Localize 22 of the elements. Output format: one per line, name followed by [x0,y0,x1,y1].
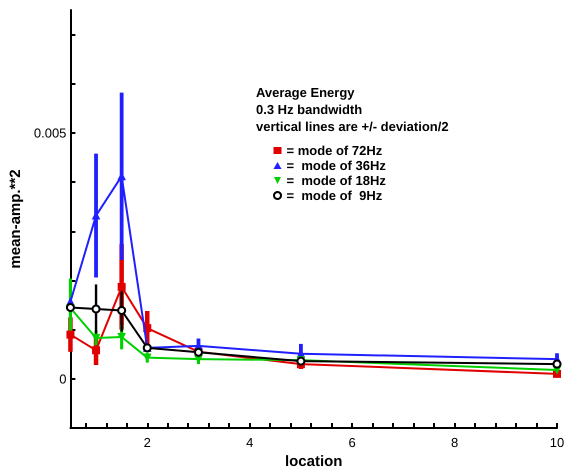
x-tick-label: 10 [550,435,564,450]
annotation: 0.3 Hz bandwidth [256,102,362,117]
x-axis-title: location [284,452,342,470]
legend-label: = mode of 18Hz [286,173,386,188]
y-tick-label: 0.005 [34,125,66,140]
y-axis-title: mean-amp.**2 [7,169,24,269]
legend-label: = mode of 36Hz [286,158,386,173]
legend-label: = mode of 9Hz [286,188,383,203]
annotation: vertical lines are +/- deviation/2 [256,119,449,134]
legend-label: = mode of 72Hz [286,143,383,158]
point [552,360,562,369]
point [117,306,126,315]
point [92,304,101,314]
point [92,346,100,354]
x-tick-label: 4 [246,435,254,450]
x-tick-label: 6 [348,435,356,450]
point [66,330,74,339]
x-tick-label: 2 [144,435,151,450]
y-tick-label: 0 [59,371,66,386]
x-tick-label: 8 [450,435,458,450]
point [118,282,126,291]
annotation: Average Energy [256,85,356,100]
